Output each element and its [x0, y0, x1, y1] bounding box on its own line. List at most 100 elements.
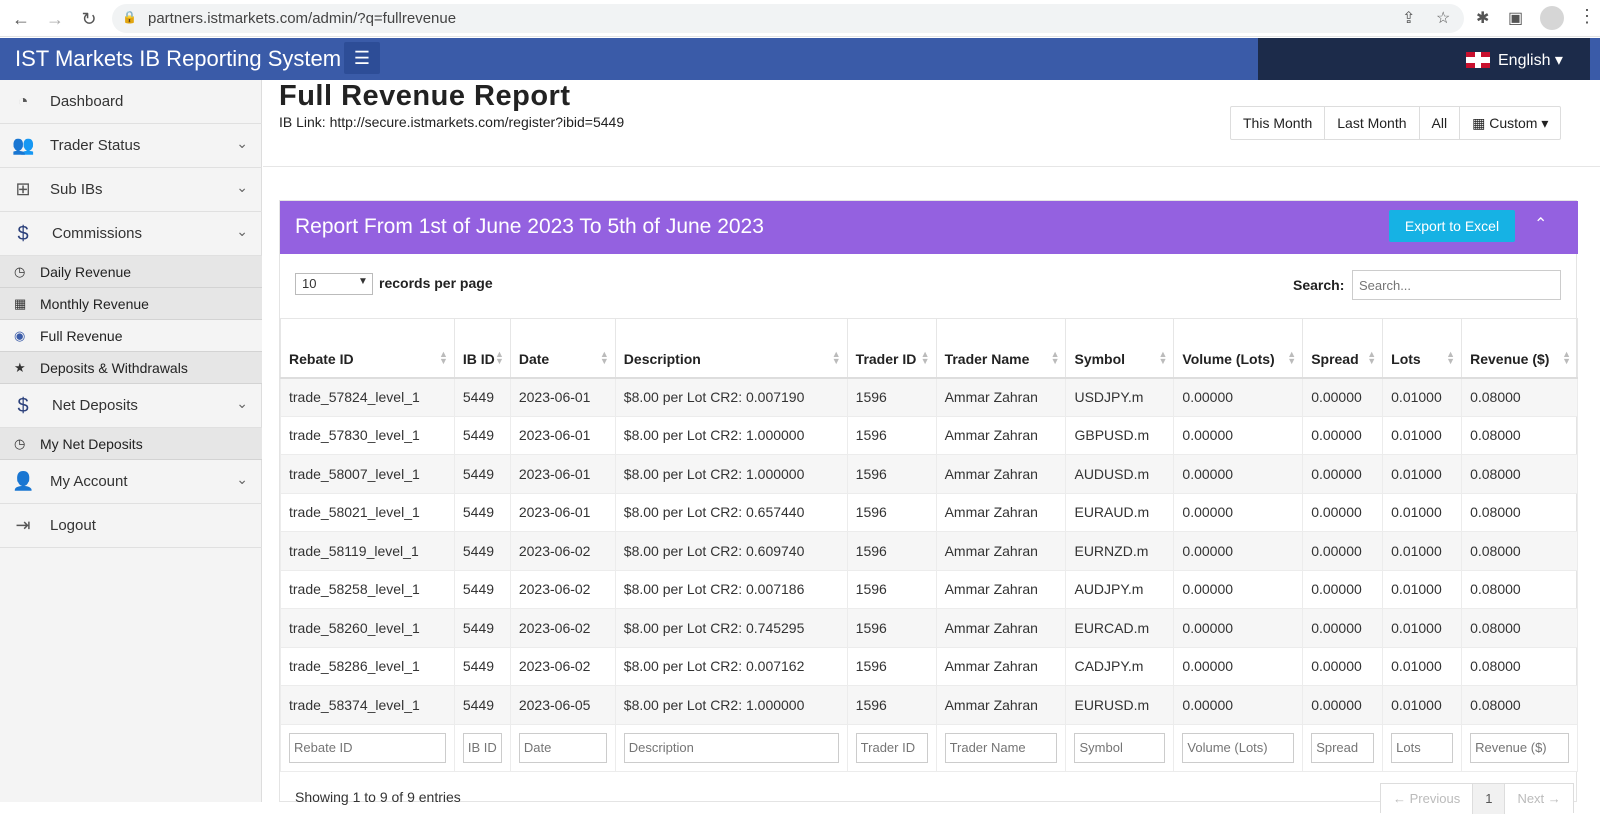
range-custom-button[interactable]: ▦ Custom ▾: [1472, 115, 1549, 131]
column-header-symbol[interactable]: Symbol ▲ ▼: [1065, 318, 1175, 379]
page-title: Full Revenue Report: [279, 80, 571, 112]
sidebar-subitem-deposits-withdrawals[interactable]: ★ Deposits & Withdrawals: [0, 352, 262, 384]
sidebar-subitem-daily-revenue[interactable]: ◷ Daily Revenue: [0, 256, 262, 288]
filter-input-revenue[interactable]: [1470, 732, 1569, 763]
filter-input-rebate-id[interactable]: [289, 732, 446, 763]
sidebar-item-my-account[interactable]: 👤 My Account ⌄: [0, 460, 262, 504]
cell-revenue: 0.08000: [1461, 454, 1578, 494]
cell-symbol: AUDUSD.m: [1065, 454, 1175, 494]
cell-ib-id: 5449: [453, 492, 511, 532]
profile-avatar[interactable]: [1540, 6, 1564, 30]
menu-toggle-icon[interactable]: ☰: [344, 42, 380, 74]
cell-spread: 0.00000: [1302, 492, 1384, 532]
chevron-down-icon: ⌄: [236, 223, 248, 239]
column-header-trader-name[interactable]: Trader Name ▲ ▼: [935, 318, 1067, 379]
filter-cell: [453, 723, 511, 772]
cell-volume-lots: 0.00000: [1173, 569, 1304, 609]
cell-date: 2023-06-02: [509, 531, 616, 571]
sidebar-item-sub-ibs[interactable]: ⊞ Sub IBs ⌄: [0, 168, 262, 212]
cell-revenue: 0.08000: [1461, 569, 1578, 609]
share-icon[interactable]: ⇪: [1402, 10, 1416, 27]
language-dropdown[interactable]: English ▾: [1498, 52, 1563, 69]
column-header-trader-id[interactable]: Trader ID ▲ ▼: [846, 318, 937, 379]
sidebar-item-net-deposits[interactable]: $ Net Deposits ⌄: [0, 384, 262, 428]
cell-lots: 0.01000: [1382, 569, 1463, 609]
column-header-rebate-id[interactable]: Rebate ID ▲ ▼: [280, 318, 455, 379]
range-last-month-button[interactable]: Last Month: [1325, 107, 1420, 139]
report-panel: Report From 1st of June 2023 To 5th of J…: [279, 200, 1578, 814]
search-input[interactable]: [1352, 270, 1561, 300]
chevron-up-icon[interactable]: ⌃: [1534, 216, 1548, 233]
browser-menu-icon[interactable]: ⋮: [1578, 6, 1596, 26]
column-header-lots[interactable]: Lots ▲ ▼: [1382, 318, 1463, 379]
column-header-spread[interactable]: Spread ▲ ▼: [1302, 318, 1384, 379]
sidebar-item-commissions[interactable]: $ Commissions ⌄: [0, 212, 262, 256]
side-panel-icon[interactable]: ▣: [1508, 10, 1524, 27]
uk-flag-icon: [1466, 52, 1490, 68]
lock-icon: 🔒: [122, 10, 137, 24]
cell-trader-id: 1596: [846, 454, 937, 494]
address-bar[interactable]: 🔒 partners.istmarkets.com/admin/?q=fullr…: [112, 4, 1464, 33]
chevron-down-icon: ⌄: [236, 395, 248, 411]
sitemap-icon: ⊞: [15, 179, 31, 199]
users-icon: 👥: [12, 135, 35, 155]
table-row: trade_58007_level_1 5449 2023-06-01 $8.00 p…: [280, 454, 1578, 494]
report-header: Report From 1st of June 2023 To 5th of J…: [280, 201, 1578, 254]
reload-icon[interactable]: ↻: [81, 9, 97, 29]
cell-rebate-id: trade_58007_level_1: [280, 454, 455, 494]
cell-description: $8.00 per Lot CR2: 0.609740: [614, 531, 848, 571]
column-header-volume-lots[interactable]: Volume (Lots) ▲ ▼: [1173, 318, 1304, 379]
filter-input-trader-id[interactable]: [855, 732, 928, 763]
filter-cell: [614, 723, 848, 772]
sidebar-subitem-monthly-revenue[interactable]: ▦ Monthly Revenue: [0, 288, 262, 320]
sidebar-item-trader-status[interactable]: 👥 Trader Status ⌄: [0, 124, 262, 168]
back-icon[interactable]: ←: [12, 9, 30, 29]
filter-input-date[interactable]: [518, 732, 607, 763]
range-all-button[interactable]: All: [1420, 107, 1461, 139]
sidebar-item-label: Logout: [50, 517, 96, 534]
extensions-icon[interactable]: ✱: [1476, 10, 1490, 27]
forward-icon[interactable]: →: [46, 9, 64, 29]
range-this-month-button[interactable]: This Month: [1231, 107, 1326, 139]
export-excel-button[interactable]: Export to Excel: [1389, 210, 1515, 242]
cell-volume-lots: 0.00000: [1173, 454, 1304, 494]
cell-trader-id: 1596: [846, 531, 937, 571]
sidebar-subitem-my-net-deposits[interactable]: ◷ My Net Deposits: [0, 428, 262, 460]
sidebar-item-label: Dashboard: [50, 93, 124, 110]
cell-date: 2023-06-01: [509, 377, 616, 417]
table-row: trade_58374_level_1 5449 2023-06-05 $8.00 p…: [280, 685, 1578, 725]
filter-input-ib-id[interactable]: [462, 732, 502, 763]
cell-description: $8.00 per Lot CR2: 0.745295: [614, 608, 848, 648]
cell-rebate-id: trade_58021_level_1: [280, 492, 455, 532]
cell-date: 2023-06-02: [509, 646, 616, 686]
filter-input-volume-lots[interactable]: [1182, 732, 1295, 763]
cell-volume-lots: 0.00000: [1173, 608, 1304, 648]
page-1-button[interactable]: 1: [1473, 784, 1506, 814]
sidebar-subitem-full-revenue[interactable]: ◉ Full Revenue: [0, 320, 262, 352]
sidebar-item-label: Trader Status: [50, 137, 141, 154]
column-header-date[interactable]: Date ▲ ▼: [509, 318, 616, 379]
cell-volume-lots: 0.00000: [1173, 646, 1304, 686]
column-header-revenue[interactable]: Revenue ($) ▲ ▼: [1461, 318, 1578, 379]
column-header-label: Rebate ID: [289, 350, 354, 367]
filter-cell: [1065, 723, 1175, 772]
sidebar-item-dashboard[interactable]: ◔ Dashboard: [0, 80, 262, 124]
sidebar-item-logout[interactable]: ⇥ Logout: [0, 504, 262, 548]
star-bookmark-icon[interactable]: ☆: [1436, 10, 1451, 27]
next-page-button[interactable]: Next →: [1505, 784, 1573, 814]
previous-page-button[interactable]: ← Previous: [1381, 784, 1474, 814]
column-header-description[interactable]: Description ▲ ▼: [614, 318, 848, 379]
filter-input-lots[interactable]: [1391, 732, 1454, 763]
cell-volume-lots: 0.00000: [1173, 685, 1304, 725]
browser-toolbar: ← → ↻ 🔒 partners.istmarkets.com/admin/?q…: [0, 0, 1600, 37]
filter-input-trader-name[interactable]: [944, 732, 1058, 763]
records-per-page-select[interactable]: 10: [295, 273, 373, 295]
filter-input-spread[interactable]: [1311, 732, 1375, 763]
table-row: trade_58286_level_1 5449 2023-06-02 $8.00 p…: [280, 646, 1578, 686]
filter-input-symbol[interactable]: [1074, 732, 1166, 763]
filter-input-description[interactable]: [623, 732, 839, 763]
url-text[interactable]: partners.istmarkets.com/admin/?q=fullrev…: [148, 10, 457, 27]
column-header-label: IB ID: [462, 350, 495, 367]
column-header-ib-id[interactable]: IB ID ▲ ▼: [453, 318, 511, 379]
cell-ib-id: 5449: [453, 377, 511, 417]
